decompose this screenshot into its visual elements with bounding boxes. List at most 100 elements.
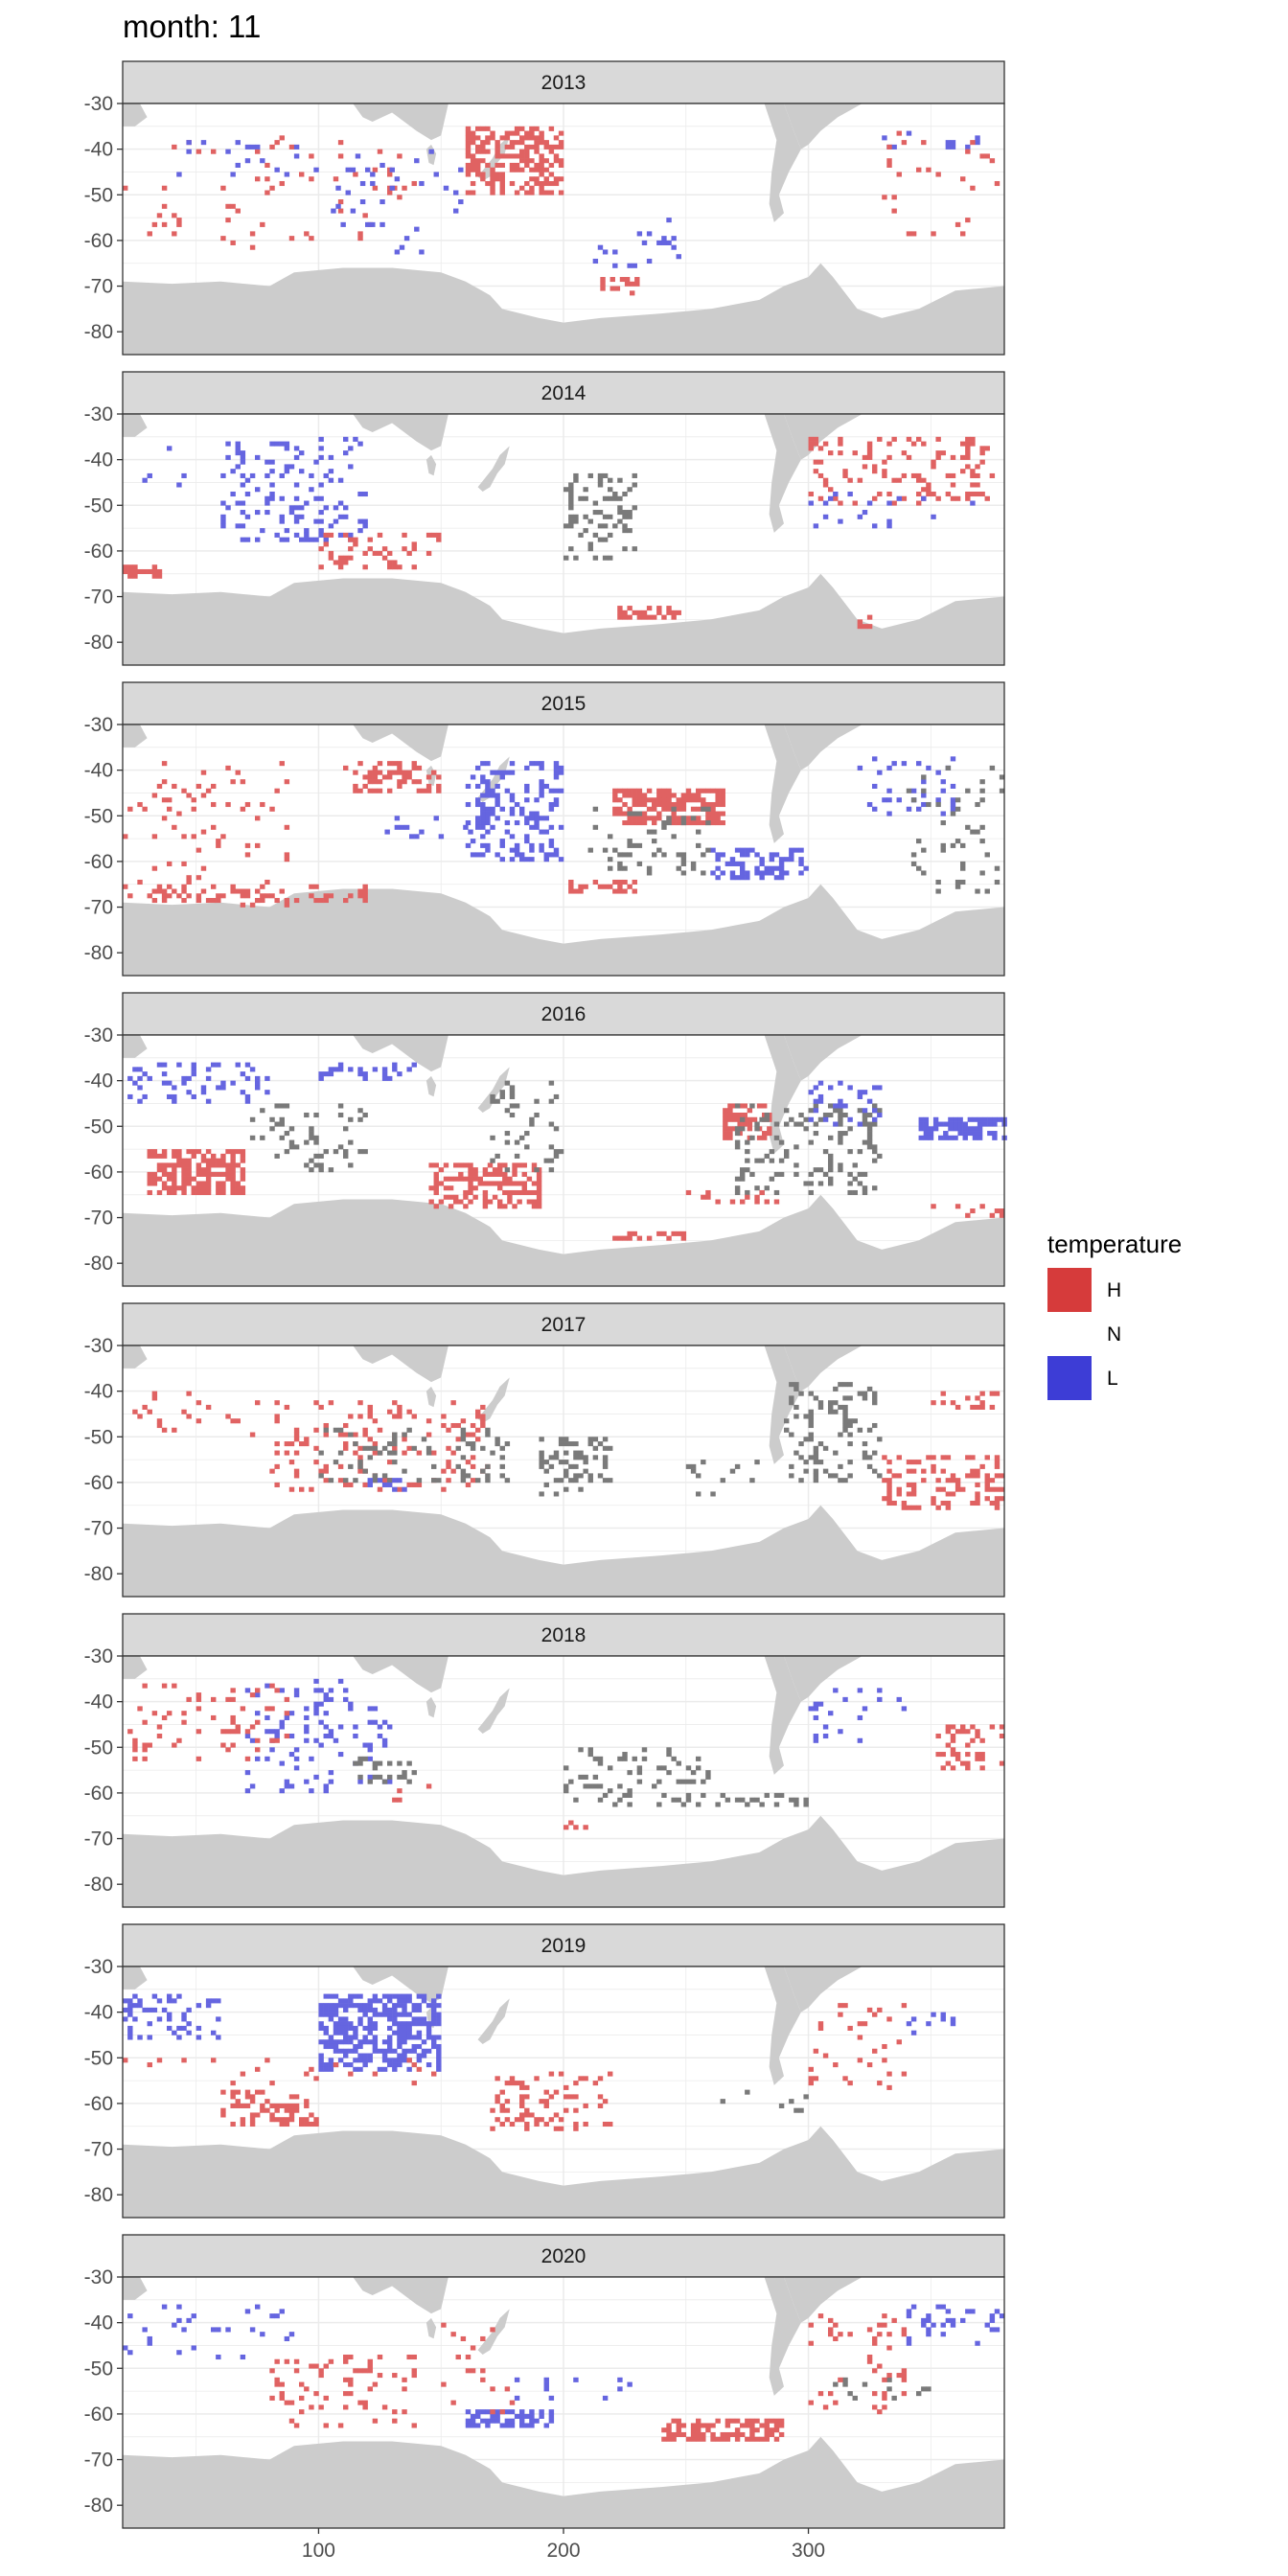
- cell-H: [161, 1149, 168, 1155]
- cell-N: [784, 1418, 790, 1424]
- cell-L: [982, 1121, 988, 1127]
- cell-N: [509, 1103, 516, 1109]
- cell-L: [539, 765, 544, 770]
- cell-N: [690, 1779, 697, 1784]
- cell-H: [950, 1765, 956, 1771]
- cell-H: [151, 1181, 158, 1186]
- cell-H: [191, 834, 196, 840]
- cell-H: [701, 2423, 706, 2428]
- cell-L: [828, 1711, 834, 1716]
- cell-H: [397, 1414, 402, 1419]
- cell-L: [367, 1706, 373, 1712]
- cell-L: [333, 2039, 339, 2045]
- cell-N: [778, 1792, 785, 1798]
- cell-H: [264, 879, 270, 886]
- cell-H: [975, 1500, 980, 1506]
- cell-H: [490, 2327, 495, 2333]
- cell-H: [994, 1463, 1000, 1469]
- cell-H: [299, 172, 305, 177]
- cell-N: [485, 1478, 491, 1484]
- cell-H: [710, 801, 716, 808]
- cell-H: [710, 2436, 716, 2442]
- cell-L: [362, 2035, 368, 2040]
- cell-L: [167, 446, 172, 451]
- cell-N: [249, 1116, 256, 1122]
- cell-L: [293, 1688, 300, 1693]
- cell-N: [833, 2381, 839, 2387]
- cell-L: [813, 1714, 819, 1720]
- facet-panel-2017: 2017-30-40-50-60-70-80: [84, 1302, 1005, 1598]
- cell-N: [460, 1478, 467, 1484]
- cell-N: [862, 1112, 868, 1118]
- cell-L: [293, 505, 300, 511]
- cell-H: [534, 2117, 540, 2123]
- cell-N: [504, 1131, 511, 1137]
- y-tick-label: -70: [84, 897, 113, 919]
- facet-strip-label: 2013: [541, 72, 586, 94]
- cell-N: [808, 1432, 814, 1438]
- cell-L: [394, 824, 401, 830]
- cell-L: [759, 861, 765, 866]
- cell-N: [411, 1770, 417, 1776]
- cell-H: [507, 1194, 513, 1200]
- cell-H: [156, 1153, 163, 1159]
- cell-H: [416, 2066, 423, 2072]
- cell-N: [622, 491, 628, 497]
- cell-N: [504, 1167, 511, 1173]
- cell-H: [989, 1486, 996, 1492]
- cell-L: [421, 1998, 427, 2004]
- cell-L: [357, 2003, 363, 2009]
- cell-L: [225, 505, 231, 511]
- cell-H: [260, 898, 265, 904]
- cell-N: [293, 1144, 300, 1150]
- cell-H: [521, 1171, 527, 1177]
- cell-L: [406, 2030, 412, 2036]
- cell-L: [293, 1756, 300, 1761]
- cell-N: [935, 879, 941, 886]
- land-mass-3: [477, 1998, 510, 2044]
- cell-N: [632, 505, 637, 511]
- cell-H: [519, 135, 525, 141]
- cell-N: [979, 839, 985, 844]
- cell-H: [230, 1176, 236, 1182]
- cell-N: [357, 1774, 363, 1780]
- cell-L: [142, 477, 148, 483]
- cell-H: [284, 1441, 290, 1447]
- cell-H: [244, 801, 251, 808]
- cell-H: [411, 2368, 417, 2374]
- facet-strip: [122, 1302, 1005, 1346]
- cell-H: [477, 1176, 483, 1182]
- cell-H: [720, 797, 725, 803]
- cell-L: [833, 1103, 839, 1109]
- cell-H: [822, 477, 829, 483]
- cell-N: [362, 1112, 368, 1118]
- cell-H: [426, 532, 432, 538]
- cell-H: [147, 231, 152, 237]
- cell-H: [269, 185, 275, 191]
- cell-H: [127, 806, 133, 812]
- cell-N: [309, 1158, 314, 1163]
- cell-N: [455, 1445, 461, 1451]
- cell-H: [480, 140, 486, 146]
- cell-L: [304, 1706, 310, 1712]
- cell-H: [979, 1463, 985, 1469]
- cell-H: [151, 564, 158, 570]
- cell-L: [220, 500, 226, 506]
- cell-H: [279, 135, 285, 141]
- cell-N: [578, 1486, 584, 1492]
- cell-H: [274, 1482, 280, 1487]
- cell-N: [808, 1437, 814, 1442]
- cell-L: [304, 500, 310, 506]
- cell-L: [367, 2021, 373, 2027]
- cell-H: [723, 1121, 728, 1127]
- cell-H: [230, 1742, 236, 1748]
- cell-H: [866, 2354, 873, 2360]
- cell-N: [470, 1445, 476, 1451]
- cell-H: [531, 1199, 538, 1205]
- cell-N: [842, 1131, 848, 1137]
- cell-H: [230, 240, 236, 245]
- cell-H: [808, 436, 814, 442]
- cell-H: [274, 2381, 280, 2387]
- cell-H: [200, 1158, 207, 1163]
- cell-N: [852, 1418, 858, 1424]
